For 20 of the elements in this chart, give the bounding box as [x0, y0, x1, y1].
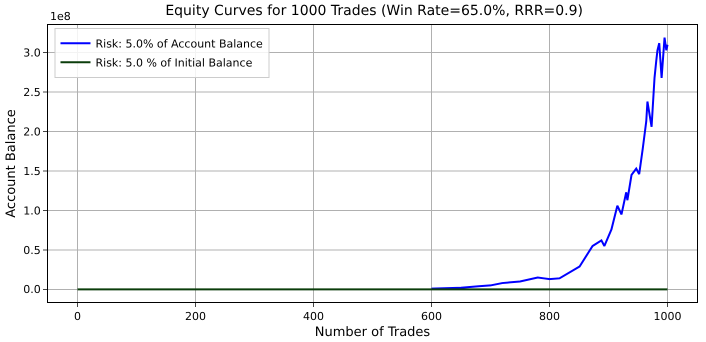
- y-tick-label: 1.5: [23, 164, 41, 178]
- legend-label: Risk: 5.0 % of Initial Balance: [95, 56, 253, 70]
- y-axis-title: Account Balance: [4, 109, 20, 218]
- x-tick-label: 1000: [654, 310, 682, 324]
- chart-title: Equity Curves for 1000 Trades (Win Rate=65.0%, RRR=0.9): [165, 2, 584, 19]
- x-tick-label: 400: [303, 310, 324, 324]
- y-tick-label: 2.0: [23, 125, 41, 138]
- x-axis-title: Number of Trades: [314, 324, 430, 340]
- x-tick-label: 0: [74, 310, 81, 324]
- legend-label: Risk: 5.0% of Account Balance: [95, 38, 264, 51]
- x-tick-label: 600: [421, 310, 442, 324]
- line-series: [430, 36, 668, 290]
- x-tick-label: 200: [185, 310, 206, 324]
- y-tick-label: 2.5: [23, 86, 41, 99]
- text: 1e8: [50, 10, 71, 23]
- y-tick-label: 0.5: [23, 244, 41, 257]
- x-tick-label: 800: [539, 310, 560, 324]
- y-tick-label: 1.0: [23, 204, 41, 218]
- y-tick-label: 3.0: [23, 46, 41, 60]
- y-tick-label: 0.0: [23, 283, 41, 296]
